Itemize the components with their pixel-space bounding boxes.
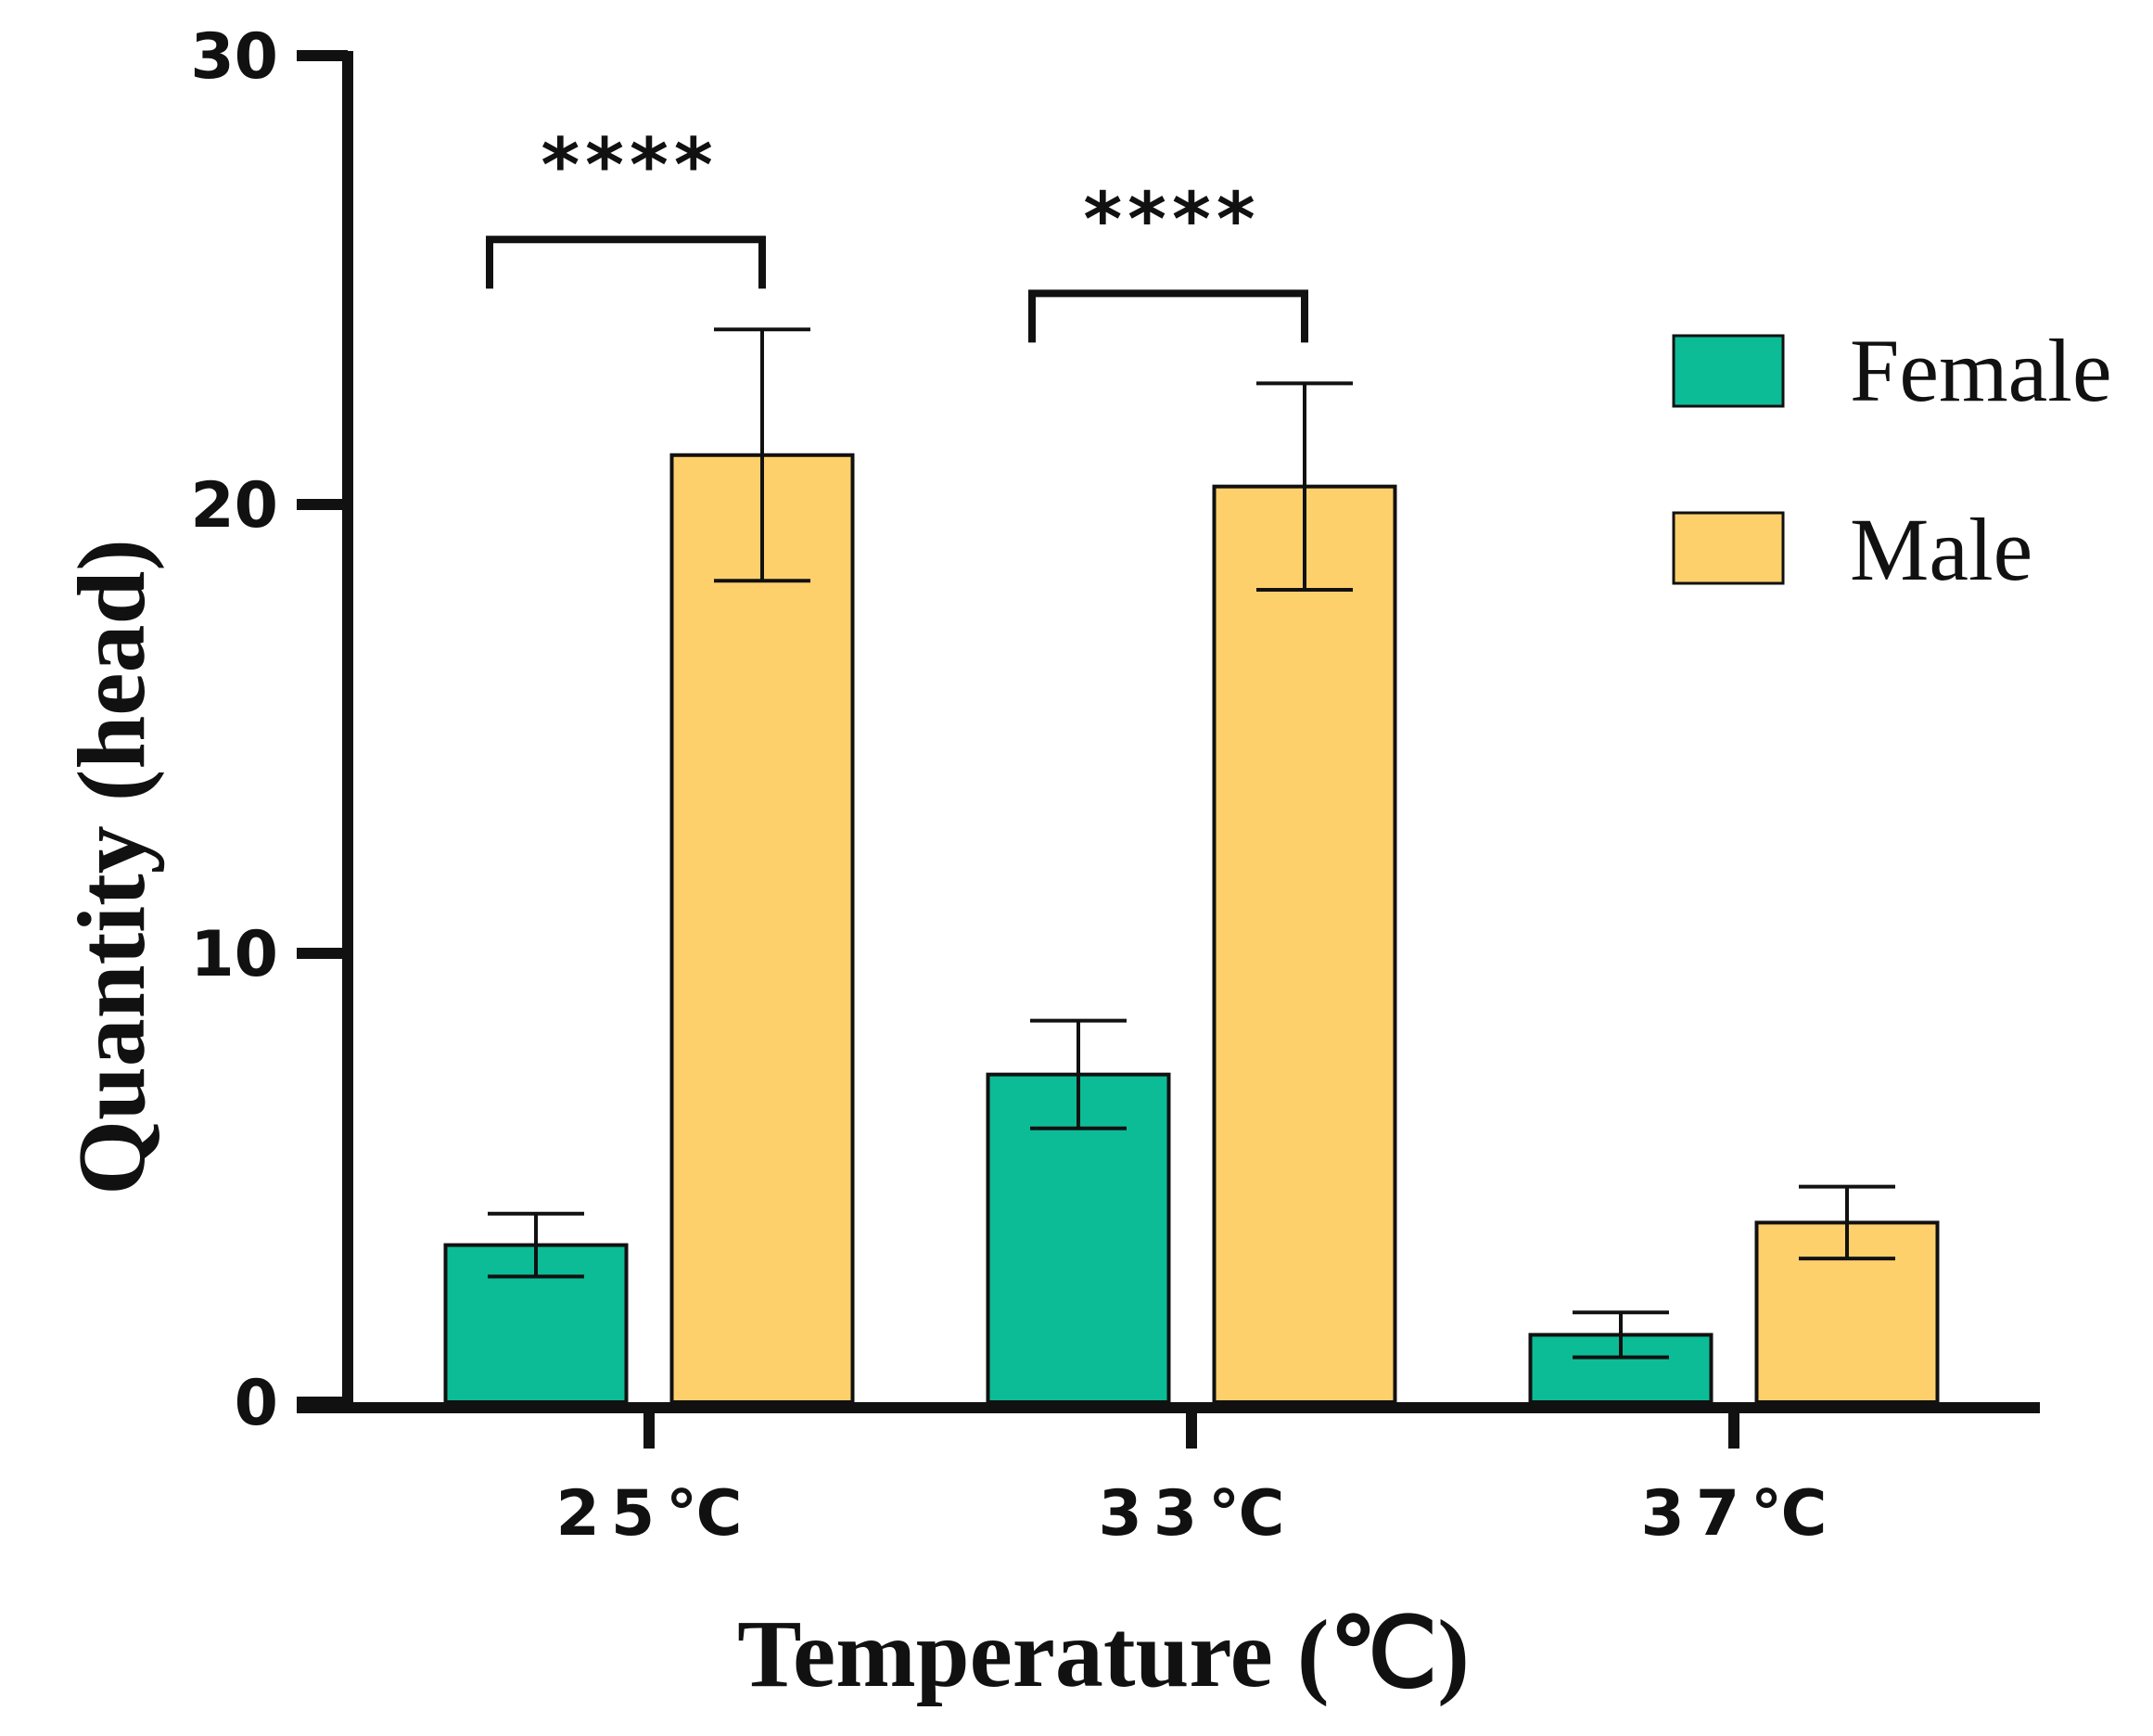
significance-bracket-1 xyxy=(1028,289,1308,343)
bar-male-1 xyxy=(1212,484,1397,1404)
significance-label-0: **** xyxy=(541,122,718,209)
significance-layer: **** **** xyxy=(486,122,1308,343)
x-tick-label-2: 37℃ xyxy=(1641,1477,1839,1551)
y-tick-label-0: 0 xyxy=(235,1367,278,1440)
significance-label-1: **** xyxy=(1083,176,1260,262)
x-tick-label-1: 33℃ xyxy=(1099,1477,1296,1551)
y-tick-label-10: 10 xyxy=(190,918,278,991)
x-axis-title: Temperature (℃) xyxy=(737,1601,1470,1707)
x-tick-label-0: 25℃ xyxy=(556,1477,754,1551)
bar-male-0 xyxy=(669,453,855,1404)
bar-male-2 xyxy=(1754,1220,1940,1405)
y-tick-label-30: 30 xyxy=(190,20,278,94)
legend-label-female: Female xyxy=(1850,321,2112,420)
error-bars-layer xyxy=(488,327,1895,1359)
bars-layer xyxy=(443,453,1940,1405)
legend-label-male: Male xyxy=(1850,500,2032,599)
y-ticks-layer: 0 10 20 30 xyxy=(190,20,348,1440)
legend-swatch-female xyxy=(1672,334,1785,408)
significance-bracket-0 xyxy=(486,236,766,289)
y-axis-title: Quantity (head) xyxy=(58,539,165,1195)
y-tick-label-20: 20 xyxy=(190,469,278,542)
legend: Female Male xyxy=(1672,321,2112,599)
legend-swatch-male xyxy=(1672,511,1785,585)
axes-layer xyxy=(297,51,2040,1413)
x-ticks-layer: 25℃ 33℃ 37℃ xyxy=(556,1408,1839,1551)
